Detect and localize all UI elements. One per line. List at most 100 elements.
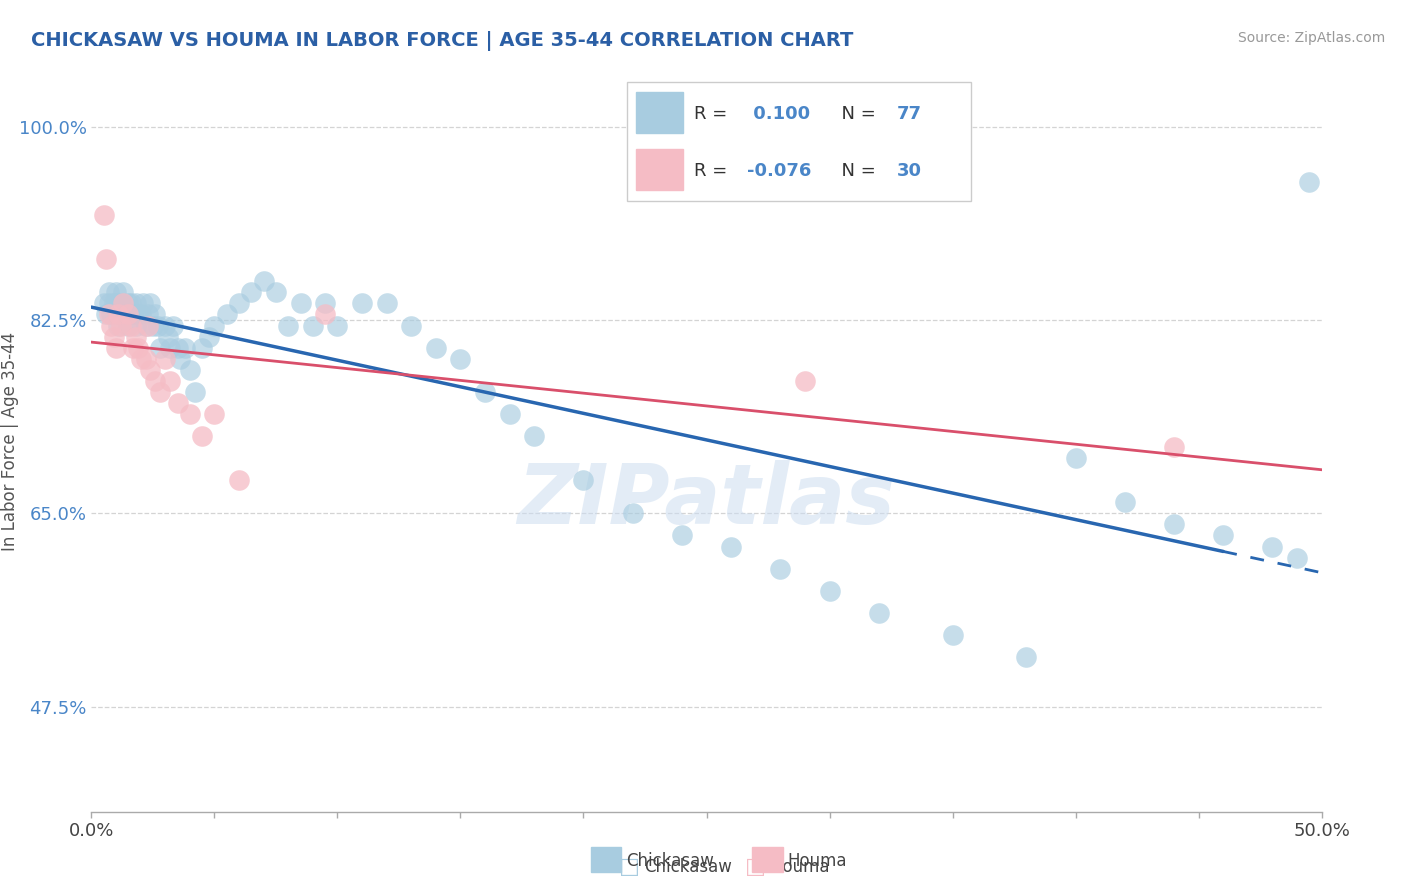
Point [129, 308, 152, 322]
Point [498, 407, 520, 421]
Point [156, 329, 179, 343]
Point [215, 308, 238, 322]
Point [112, 285, 135, 300]
Point [1015, 650, 1038, 665]
Text: 0.100: 0.100 [747, 104, 810, 122]
Point [264, 285, 287, 300]
Text: 30: 30 [897, 162, 922, 180]
Point [120, 308, 142, 322]
Point [375, 296, 398, 310]
Point [153, 318, 177, 333]
Point [107, 308, 129, 322]
Point [117, 296, 139, 310]
Point [122, 341, 145, 355]
Point [314, 296, 336, 310]
Point [145, 374, 166, 388]
Point [1114, 495, 1136, 509]
Point [352, 296, 374, 310]
Text: Source: ZipAtlas.com: Source: ZipAtlas.com [1237, 31, 1385, 45]
Point [105, 296, 127, 310]
Point [103, 329, 125, 343]
Text: □: □ [745, 857, 766, 877]
Point [110, 308, 132, 322]
Point [159, 341, 181, 355]
Point [122, 308, 145, 322]
Point [166, 396, 188, 410]
Point [120, 296, 142, 310]
Point [228, 473, 250, 487]
Text: □: □ [619, 857, 640, 877]
Point [174, 341, 197, 355]
Point [124, 318, 146, 333]
Text: CHICKASAW VS HOUMA IN LABOR FORCE | AGE 35-44 CORRELATION CHART: CHICKASAW VS HOUMA IN LABOR FORCE | AGE … [31, 31, 853, 51]
Point [127, 308, 149, 322]
Point [1163, 517, 1185, 532]
Point [228, 296, 250, 310]
Point [110, 296, 132, 310]
Point [112, 296, 135, 310]
Point [179, 407, 201, 421]
Point [769, 561, 792, 575]
Text: Houma: Houma [770, 858, 830, 876]
Point [253, 274, 276, 288]
Point [146, 318, 169, 333]
Point [793, 374, 815, 388]
Point [868, 606, 890, 620]
Point [1261, 540, 1284, 554]
Point [129, 351, 152, 366]
FancyBboxPatch shape [627, 82, 972, 201]
Point [105, 341, 127, 355]
Point [720, 540, 742, 554]
Point [96, 252, 117, 267]
Point [93, 208, 115, 222]
Point [425, 341, 447, 355]
FancyBboxPatch shape [637, 92, 683, 133]
Point [191, 429, 214, 443]
Point [818, 583, 841, 598]
Point [139, 362, 162, 376]
Point [191, 341, 214, 355]
Point [179, 362, 201, 376]
Point [135, 351, 156, 366]
Point [572, 473, 595, 487]
Point [149, 384, 172, 399]
Point [474, 384, 496, 399]
Point [127, 341, 149, 355]
Point [97, 296, 120, 310]
Point [132, 296, 155, 310]
Point [314, 308, 336, 322]
Bar [752, 847, 783, 872]
Point [240, 285, 263, 300]
Text: -0.076: -0.076 [747, 162, 811, 180]
Point [301, 318, 323, 333]
Point [202, 407, 225, 421]
Point [202, 318, 225, 333]
Point [1285, 550, 1308, 565]
Point [103, 296, 125, 310]
Point [117, 308, 139, 322]
Point [198, 329, 221, 343]
FancyBboxPatch shape [637, 149, 683, 190]
Point [120, 318, 142, 333]
Point [326, 318, 349, 333]
Text: N =: N = [830, 162, 882, 180]
Point [124, 329, 146, 343]
Point [1064, 451, 1087, 466]
Text: Chickasaw: Chickasaw [644, 858, 731, 876]
Point [107, 308, 129, 322]
Point [135, 318, 156, 333]
Point [136, 318, 159, 333]
Point [169, 351, 191, 366]
Point [162, 318, 184, 333]
Point [1212, 528, 1234, 542]
Point [290, 296, 312, 310]
Bar [591, 847, 621, 872]
Point [183, 384, 207, 399]
Point [124, 296, 146, 310]
Point [105, 285, 127, 300]
Point [110, 318, 132, 333]
Point [136, 308, 159, 322]
Point [166, 341, 188, 355]
Point [159, 374, 181, 388]
Point [97, 308, 120, 322]
